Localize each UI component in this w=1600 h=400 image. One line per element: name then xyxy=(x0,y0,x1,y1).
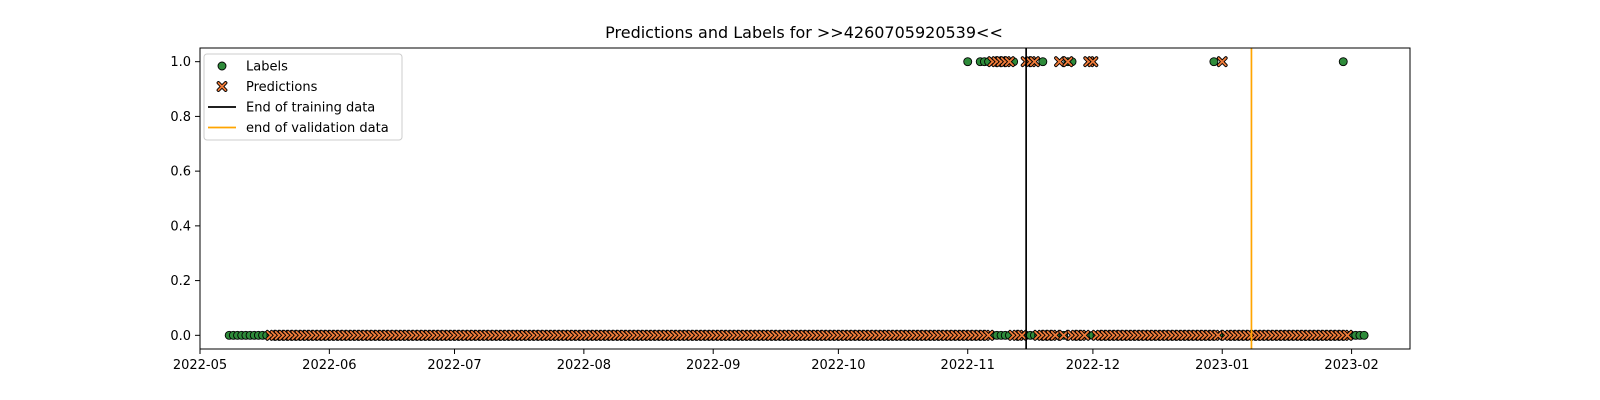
prediction-point-fill xyxy=(1050,330,1060,340)
y-tick-label: 0.0 xyxy=(170,329,191,344)
prediction-point-fill xyxy=(1217,57,1227,67)
x-tick-label: 2023-02 xyxy=(1324,358,1378,373)
x-tick-label: 2022-11 xyxy=(941,358,995,373)
prediction-point-fill xyxy=(984,330,994,340)
x-tick-label: 2022-08 xyxy=(557,358,611,373)
x-tick-label: 2022-05 xyxy=(173,358,227,373)
legend: Labels Predictions End of training data end… xyxy=(203,53,403,141)
prediction-point-fill xyxy=(1213,330,1223,340)
prediction-point-fill xyxy=(217,82,227,91)
prediction-point xyxy=(1087,56,1099,68)
x-tick-label: 2022-09 xyxy=(686,358,740,373)
series-predictions xyxy=(265,56,1353,341)
y-tick-label: 0.4 xyxy=(170,219,191,234)
prediction-point-fill xyxy=(1063,57,1073,67)
x-tick-label: 2023-01 xyxy=(1195,358,1249,373)
x-tick-label: 2022-12 xyxy=(1066,358,1120,373)
legend-box xyxy=(203,53,403,141)
prediction-point-fill xyxy=(1088,57,1098,67)
prediction-point-fill xyxy=(1029,57,1039,67)
prediction-point xyxy=(1062,56,1074,68)
prediction-point xyxy=(1004,56,1015,68)
prediction-point xyxy=(1049,329,1061,341)
legend-label: Predictions xyxy=(246,80,318,95)
legend-label: end of validation data xyxy=(246,121,389,136)
prediction-point xyxy=(1216,56,1228,68)
prediction-point xyxy=(216,81,228,92)
prediction-point xyxy=(1029,56,1040,68)
prediction-point xyxy=(1058,329,1070,341)
y-tick-label: 0.8 xyxy=(170,110,191,125)
label-point xyxy=(1338,57,1348,67)
label-point xyxy=(1359,330,1369,340)
label-point xyxy=(1209,57,1219,67)
label-point xyxy=(963,57,973,67)
prediction-point-fill xyxy=(1055,57,1065,67)
plot-frame xyxy=(199,47,1411,350)
prediction-point-fill xyxy=(1059,330,1069,340)
chart-title: Predictions and Labels for >>42607059205… xyxy=(605,23,1003,42)
prediction-point-fill xyxy=(1004,57,1014,67)
y-tick-label: 0.2 xyxy=(170,274,191,289)
prediction-point xyxy=(1054,56,1065,68)
x-tick-label: 2022-10 xyxy=(811,358,865,373)
y-tick-label: 0.6 xyxy=(170,165,191,180)
prediction-point xyxy=(983,329,994,341)
prediction-point-fill xyxy=(1342,330,1352,340)
axes: 2022-05 2022-06 2022-07 2022-08 2022-09 2022-… xyxy=(170,55,1378,373)
x-tick-label: 2022-06 xyxy=(302,358,356,373)
y-tick-label: 1.0 xyxy=(170,55,191,70)
label-point xyxy=(217,61,227,71)
prediction-point xyxy=(1016,329,1028,341)
plot-area xyxy=(224,48,1369,349)
prediction-point-fill xyxy=(1080,330,1090,340)
x-tick-label: 2022-07 xyxy=(427,358,481,373)
prediction-point-fill xyxy=(1017,330,1027,340)
prediction-point xyxy=(1212,329,1224,341)
legend-label: End of training data xyxy=(246,101,375,116)
legend-label: Labels xyxy=(246,60,288,75)
label-point xyxy=(1038,57,1048,67)
prediction-point xyxy=(1342,329,1353,341)
prediction-point xyxy=(1079,329,1090,341)
